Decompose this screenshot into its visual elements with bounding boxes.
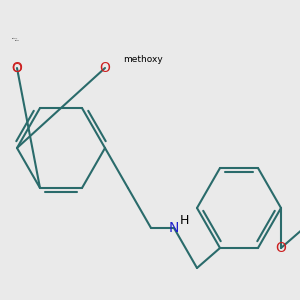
Text: O: O (12, 61, 22, 74)
Text: O: O (100, 61, 110, 75)
Text: H: H (179, 214, 189, 226)
Text: methyl: methyl (15, 39, 20, 41)
Text: methoxy: methoxy (12, 38, 18, 39)
Text: O: O (12, 61, 22, 75)
Text: methoxy: methoxy (123, 56, 163, 64)
Text: N: N (169, 221, 179, 235)
Text: O: O (276, 241, 286, 255)
